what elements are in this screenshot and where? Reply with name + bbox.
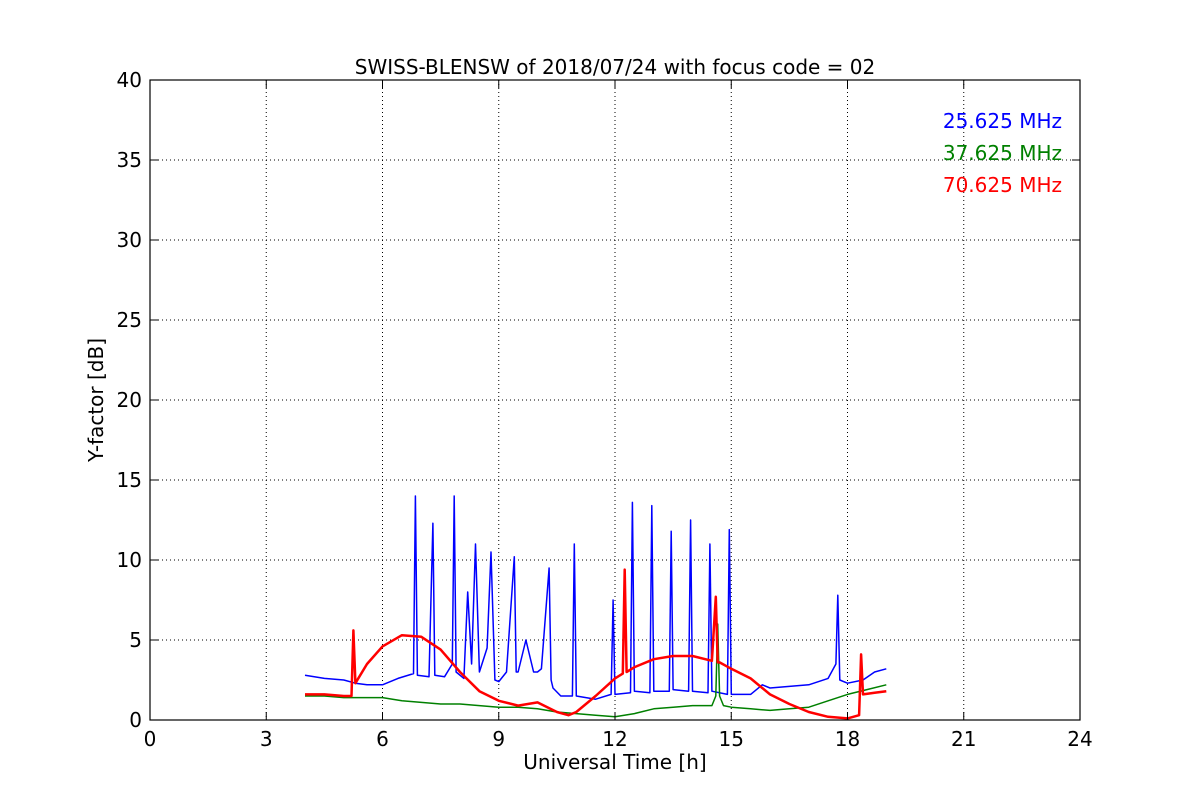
y-tick-label: 30 [117,228,142,252]
series-line-1 [304,495,887,700]
legend-entry-1: 25.625 MHz [943,109,1062,133]
y-tick-label: 5 [129,628,142,652]
y-tick-label: 35 [117,148,142,172]
x-tick-label: 12 [602,727,627,751]
y-tick-label: 25 [117,308,142,332]
legend-entry-2: 37.625 MHz [943,141,1062,165]
grid [150,80,1080,720]
y-tick-label: 0 [129,708,142,732]
axis-ticks: 0 3 6 9 12 15 18 21 24 0 5 10 15 20 25 30 35 40 [117,68,1093,751]
x-tick-label: 0 [144,727,157,751]
series-line-3 [305,568,887,720]
x-tick-label: 6 [376,727,389,751]
series-layer [304,495,887,720]
legend-entry-3: 70.625 MHz [943,173,1062,197]
y-tick-label: 40 [117,68,142,92]
y-tick-label: 15 [117,468,142,492]
x-axis-label: Universal Time [h] [523,750,706,774]
x-tick-label: 24 [1067,727,1092,751]
x-tick-label: 18 [835,727,860,751]
y-axis-label: Y-factor [dB] [84,338,108,463]
chart-title: SWISS-BLENSW of 2018/07/24 with focus co… [355,55,876,79]
legend: 25.625 MHz 37.625 MHz 70.625 MHz [943,109,1062,197]
x-tick-label: 3 [260,727,273,751]
y-tick-label: 10 [117,548,142,572]
x-tick-label: 15 [719,727,744,751]
y-tick-label: 20 [117,388,142,412]
x-tick-label: 21 [951,727,976,751]
x-tick-label: 9 [492,727,505,751]
series-line-2 [305,623,887,718]
